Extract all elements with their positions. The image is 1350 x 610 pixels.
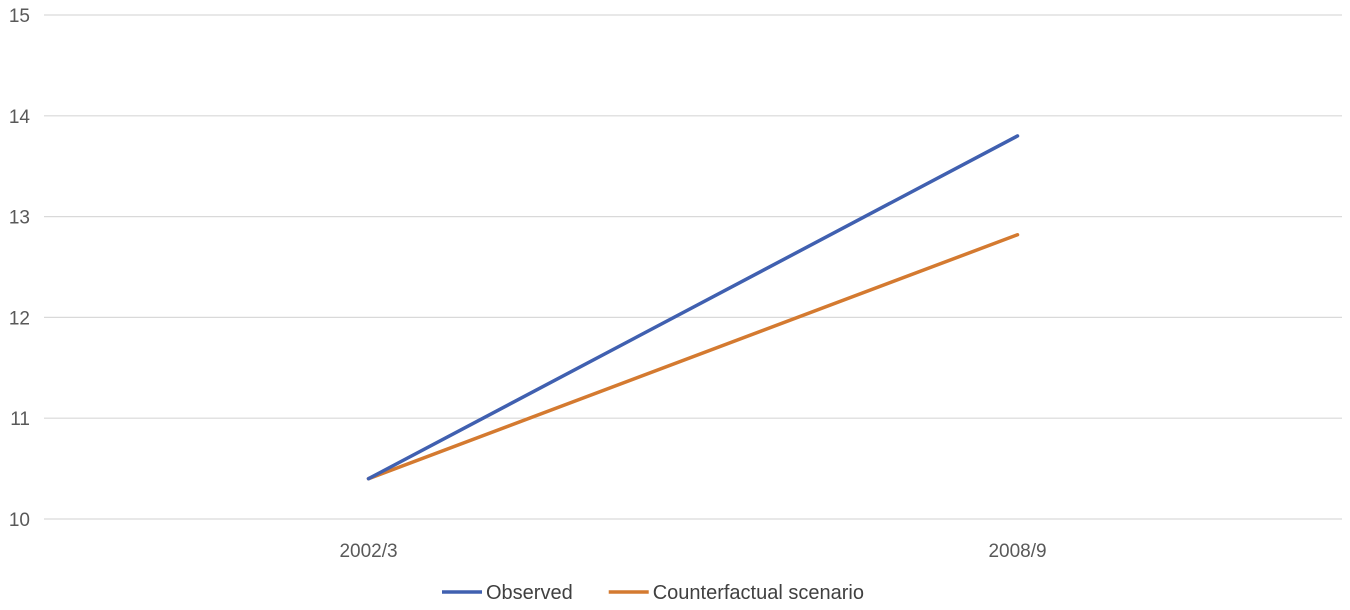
legend-label: Counterfactual scenario (653, 582, 864, 604)
y-tick-label: 12 (9, 308, 30, 329)
x-tick-label: 2002/3 (339, 541, 397, 562)
legend-label: Observed (486, 582, 573, 604)
series-lines (366, 134, 1020, 481)
x-axis-ticks: 2002/3 2008/9 (339, 541, 1046, 562)
y-tick-label: 11 (10, 409, 30, 430)
series-line-counterfactual (366, 232, 1020, 481)
x-tick-label: 2008/9 (988, 541, 1046, 562)
y-tick-label: 15 (9, 6, 30, 27)
legend: Observed Counterfactual scenario (442, 582, 864, 604)
y-tick-label: 10 (9, 510, 30, 531)
series-line-observed (366, 134, 1020, 481)
gridlines (44, 14, 1342, 520)
y-tick-label: 13 (9, 208, 30, 229)
y-axis-ticks: 10 11 12 13 14 15 (9, 6, 31, 531)
y-tick-label: 14 (9, 107, 31, 128)
